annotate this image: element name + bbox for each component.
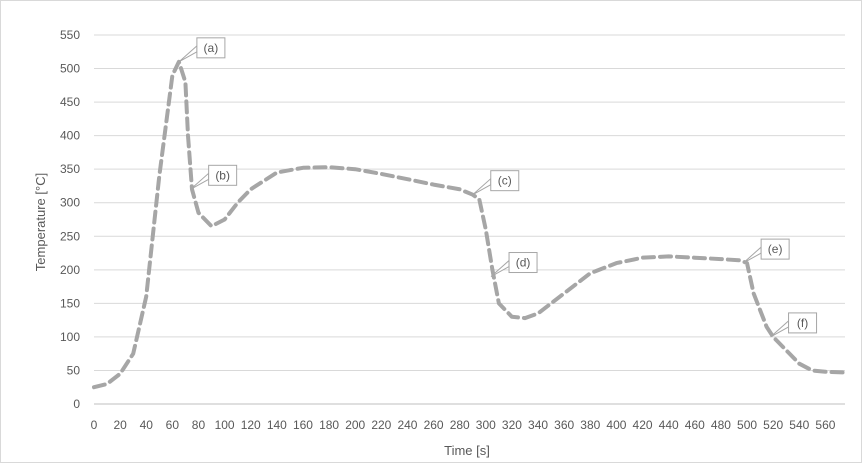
annotation-pointer xyxy=(190,172,210,190)
annotation-pointer xyxy=(742,245,762,264)
y-tick-label: 50 xyxy=(67,363,81,377)
annotation-layer: (a) (b) (c) (d) (e) (f) xyxy=(178,37,818,338)
x-axis-label: Time [s] xyxy=(444,443,490,458)
x-tick-label: 360 xyxy=(554,418,574,432)
x-tick-label: 440 xyxy=(659,418,679,432)
annotation-pointer xyxy=(178,44,198,63)
x-tick-label: 400 xyxy=(606,418,626,432)
annotation-pointer xyxy=(770,319,790,338)
annotation-box xyxy=(490,170,520,192)
x-tick-label: 520 xyxy=(763,418,783,432)
x-tick-label: 240 xyxy=(397,418,417,432)
y-tick-label: 200 xyxy=(60,263,80,277)
y-tick-label: 500 xyxy=(60,62,80,76)
annotation-box xyxy=(788,312,818,334)
x-tick-label: 180 xyxy=(319,418,339,432)
y-tick-label: 550 xyxy=(60,28,80,42)
annotation-callout: (d) xyxy=(490,252,538,277)
annotation-callout: (e) xyxy=(742,238,790,264)
annotation-callout: (b) xyxy=(190,164,238,190)
annotation-callout: (c) xyxy=(472,170,520,196)
x-tick-label: 60 xyxy=(166,418,180,432)
y-axis-label: Temperature [°C] xyxy=(33,173,48,271)
annotation-callout: (f) xyxy=(770,312,818,338)
x-tick-label: 0 xyxy=(91,418,98,432)
x-tick-label: 280 xyxy=(450,418,470,432)
x-tick-label: 220 xyxy=(371,418,391,432)
annotation-box xyxy=(196,37,226,59)
x-tick-label: 140 xyxy=(267,418,287,432)
x-tick-label: 380 xyxy=(580,418,600,432)
annotation-label: (d) xyxy=(516,256,531,270)
x-tick-label: 260 xyxy=(424,418,444,432)
x-tick-label: 320 xyxy=(502,418,522,432)
x-tick-label: 40 xyxy=(140,418,154,432)
x-axis-ticks: 0 20 40 60 80 100 120 140 160 180 200 220 240 260 280 3… xyxy=(91,418,836,432)
y-tick-label: 400 xyxy=(60,129,80,143)
x-tick-label: 120 xyxy=(241,418,261,432)
x-tick-label: 80 xyxy=(192,418,206,432)
annotation-callout: (a) xyxy=(178,37,226,63)
x-tick-label: 500 xyxy=(737,418,757,432)
y-tick-label: 450 xyxy=(60,95,80,109)
annotation-label: (c) xyxy=(498,174,512,188)
annotation-label: (a) xyxy=(204,41,219,55)
x-tick-label: 560 xyxy=(815,418,835,432)
annotation-box xyxy=(208,164,238,186)
x-tick-label: 480 xyxy=(711,418,731,432)
x-tick-label: 420 xyxy=(633,418,653,432)
annotation-label: (e) xyxy=(768,242,783,256)
x-tick-label: 300 xyxy=(476,418,496,432)
x-tick-label: 540 xyxy=(789,418,809,432)
x-tick-label: 20 xyxy=(113,418,127,432)
series-layer xyxy=(92,59,847,390)
x-tick-label: 160 xyxy=(293,418,313,432)
grid-lines xyxy=(94,34,845,405)
series-line-0 xyxy=(92,59,847,390)
x-tick-label: 340 xyxy=(528,418,548,432)
y-tick-label: 300 xyxy=(60,196,80,210)
annotation-label: (f) xyxy=(797,316,808,330)
y-tick-label: 0 xyxy=(73,397,80,411)
x-tick-label: 100 xyxy=(215,418,235,432)
annotation-box xyxy=(508,252,538,274)
annotation-pointer xyxy=(472,177,492,196)
y-axis-ticks: 0 50 100 150 200 250 300 350 400 450 500 550 xyxy=(60,28,80,411)
y-tick-label: 150 xyxy=(60,296,80,310)
x-tick-label: 200 xyxy=(345,418,365,432)
annotation-box xyxy=(760,238,790,260)
y-tick-label: 350 xyxy=(60,162,80,176)
x-tick-label: 460 xyxy=(685,418,705,432)
y-tick-label: 100 xyxy=(60,330,80,344)
annotation-label: (b) xyxy=(215,168,230,182)
y-tick-label: 250 xyxy=(60,229,80,243)
